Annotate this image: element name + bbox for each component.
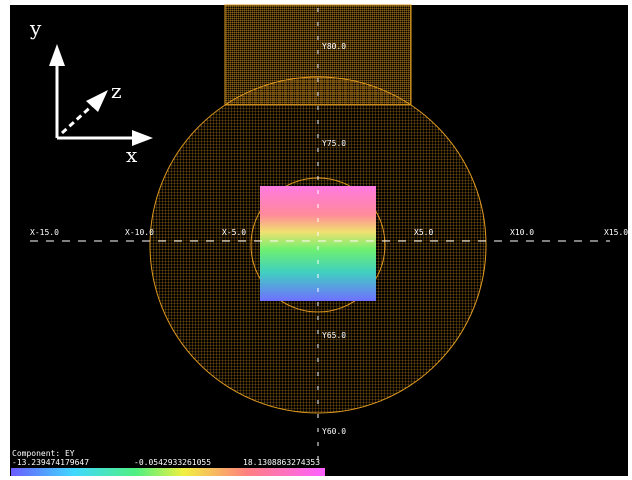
triad-y: y [29, 16, 42, 40]
field-plot [260, 186, 376, 301]
x-label: X-10.0 [125, 228, 154, 237]
color-bar [11, 468, 325, 476]
legend-max: 18.1308863274353 [243, 458, 320, 467]
x-axis-labels: X-15.0 X-10.0 X-5.0 X5.0 X10.0 X15.0 [30, 228, 628, 237]
y-label: Y80.0 [322, 42, 346, 51]
legend-min: -13.239474179647 [12, 458, 89, 467]
triad-z: z [111, 79, 122, 103]
x-label: X-15.0 [30, 228, 59, 237]
legend-mid: -0.0542933261055 [134, 458, 211, 467]
legend-component: Component: EY [12, 449, 75, 458]
triad-x: x [126, 143, 138, 167]
x-label: X5.0 [414, 228, 433, 237]
axis-triad [49, 44, 153, 146]
x-label: X-5.0 [222, 228, 246, 237]
y-label: Y65.0 [322, 331, 346, 340]
y-label: Y75.0 [322, 139, 346, 148]
color-legend: Component: EY -13.239474179647 -0.054293… [11, 449, 325, 476]
y-axis-labels: Y80.0 Y75.0 Y65.0 Y60.0 [322, 42, 346, 436]
y-label: Y60.0 [322, 427, 346, 436]
x-label: X15.0 [604, 228, 628, 237]
x-label: X10.0 [510, 228, 534, 237]
